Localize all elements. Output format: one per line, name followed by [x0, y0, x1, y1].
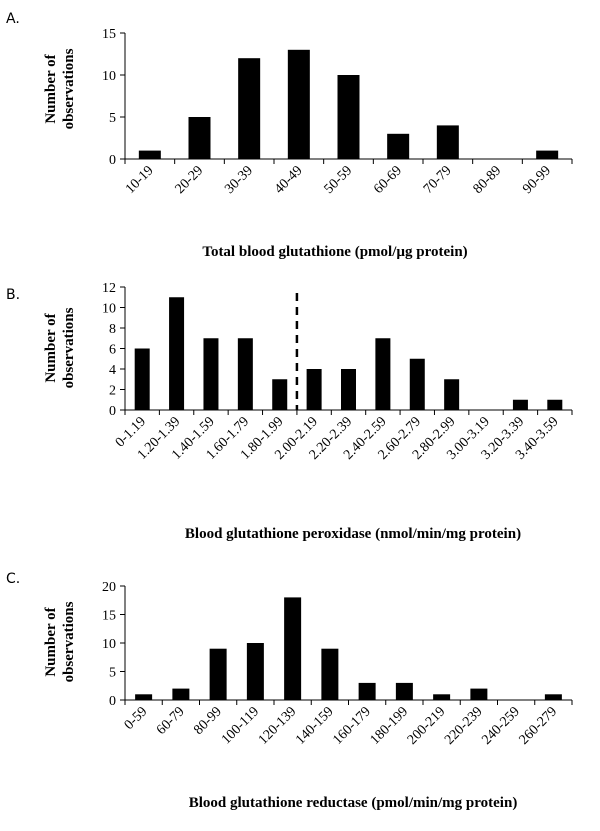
panel-b-xlabel: Blood glutathione peroxidase (nmol/min/m…: [185, 526, 521, 542]
panel-b-bar: [134, 348, 150, 410]
panel-c-category-label: 160-179: [330, 704, 374, 748]
panel-a-ytick-label: 10: [102, 69, 116, 84]
panel-a-ytick-label: 15: [102, 27, 116, 42]
panel-c-bar: [395, 682, 413, 700]
panel-c-category-label: 140-159: [293, 704, 337, 748]
panel-b-bar: [237, 338, 253, 410]
panel-a-category-label: 80-89: [471, 163, 505, 197]
panel-b-ytick-label: 10: [102, 302, 116, 317]
panel-c-ytick-label: 0: [109, 694, 116, 709]
panel-b-bar: [512, 399, 528, 410]
panel-b-ylabel-line1: Number of: [43, 312, 59, 382]
panel-c-bar: [433, 694, 451, 700]
panel-b-bar: [547, 399, 563, 410]
panel-c-bar: [470, 688, 488, 700]
panel-c-category-label: 0-59: [122, 704, 151, 733]
panel-b-bar: [169, 297, 185, 410]
panel-b-ytick-label: 12: [102, 281, 116, 296]
panel-a-ylabel-line1: Number of: [43, 53, 59, 123]
panel-b-bar: [341, 369, 356, 410]
panel-c-label: C.: [6, 571, 20, 587]
panel-c-category-label: 80-99: [191, 704, 225, 738]
panel-b-ytick-label: 0: [109, 404, 116, 419]
panel-c-category-label: 180-199: [368, 704, 412, 748]
panel-c-ytick-label: 15: [102, 609, 116, 624]
panel-a-category-label: 20-29: [173, 163, 207, 197]
panel-a-xlabel: Total blood glutathione (pmol/µg protein…: [202, 244, 467, 260]
panel-c-ylabel-line2: observations: [61, 601, 77, 682]
panel-a-bar: [337, 75, 360, 159]
panel-c-ylabel-line1: Number of: [43, 606, 59, 676]
panel-a-bar: [436, 125, 459, 159]
panel-a-bar: [287, 49, 310, 159]
panel-c-category-label: 120-139: [256, 704, 300, 748]
panel-b-bar: [444, 379, 460, 410]
panel-b-bar: [306, 369, 322, 410]
panel-a-ytick-label: 5: [109, 111, 116, 126]
panel-c-bar: [544, 694, 562, 700]
panel-c-bar: [284, 597, 302, 700]
panel-a-category-label: 70-79: [421, 163, 455, 197]
panel-b-bar: [375, 338, 391, 410]
panel-a-bar: [536, 150, 559, 159]
panel-c-xlabel: Blood glutathione reductase (pmol/min/mg…: [189, 795, 518, 811]
panel-a-category-label: 60-69: [371, 163, 405, 197]
panel-a-bar: [238, 58, 261, 160]
panel-c-bar: [358, 682, 376, 700]
panel-a-bar: [387, 133, 410, 159]
panel-c-category-label: 260-279: [517, 704, 561, 748]
panel-b-ytick-label: 8: [109, 322, 116, 337]
panel-c-category-label: 60-79: [154, 704, 188, 738]
panel-c-category-label: 100-119: [219, 704, 262, 747]
panel-c-category-label: 200-219: [405, 704, 449, 748]
panel-c-ytick-label: 5: [109, 666, 116, 681]
panel-a-category-label: 40-49: [272, 163, 306, 197]
panel-b-ytick-label: 4: [109, 363, 116, 378]
panel-c-bar: [209, 648, 227, 700]
panel-b-ytick-label: 6: [109, 343, 116, 358]
panel-a-category-label: 90-99: [520, 163, 554, 197]
panel-b-bar: [409, 358, 425, 410]
panel-c-category-label: 240-259: [479, 704, 523, 748]
panel-b-ytick-label: 2: [109, 384, 116, 399]
panel-a: A. Number of observations Total blood gl…: [6, 11, 573, 260]
panel-a-label: A.: [6, 11, 20, 27]
panel-b-label: B.: [6, 287, 20, 303]
panel-c-bar: [246, 643, 264, 700]
panel-a-category-label: 10-19: [123, 163, 157, 197]
panel-c-bar: [321, 648, 339, 700]
panel-a-category-label: 30-39: [222, 163, 256, 197]
panel-c-ytick-label: 10: [102, 637, 116, 652]
panel-b-bar: [272, 379, 288, 410]
panel-a-bar: [138, 150, 161, 159]
panel-b: B. Number of observations Blood glutathi…: [6, 281, 573, 542]
panel-c: C. Number of observations Blood glutathi…: [6, 571, 573, 811]
panel-b-ylabel-line2: observations: [61, 307, 77, 388]
panel-c-bar: [135, 694, 153, 700]
panel-c-category-label: 220-239: [442, 704, 486, 748]
panel-a-category-label: 50-59: [322, 163, 356, 197]
panel-a-bar: [188, 117, 211, 159]
panel-b-bar: [203, 338, 219, 410]
panel-c-bar: [172, 688, 190, 700]
panel-a-ytick-label: 0: [109, 153, 116, 168]
panel-c-ytick-label: 20: [102, 580, 116, 595]
panel-a-ylabel-line2: observations: [61, 48, 77, 129]
